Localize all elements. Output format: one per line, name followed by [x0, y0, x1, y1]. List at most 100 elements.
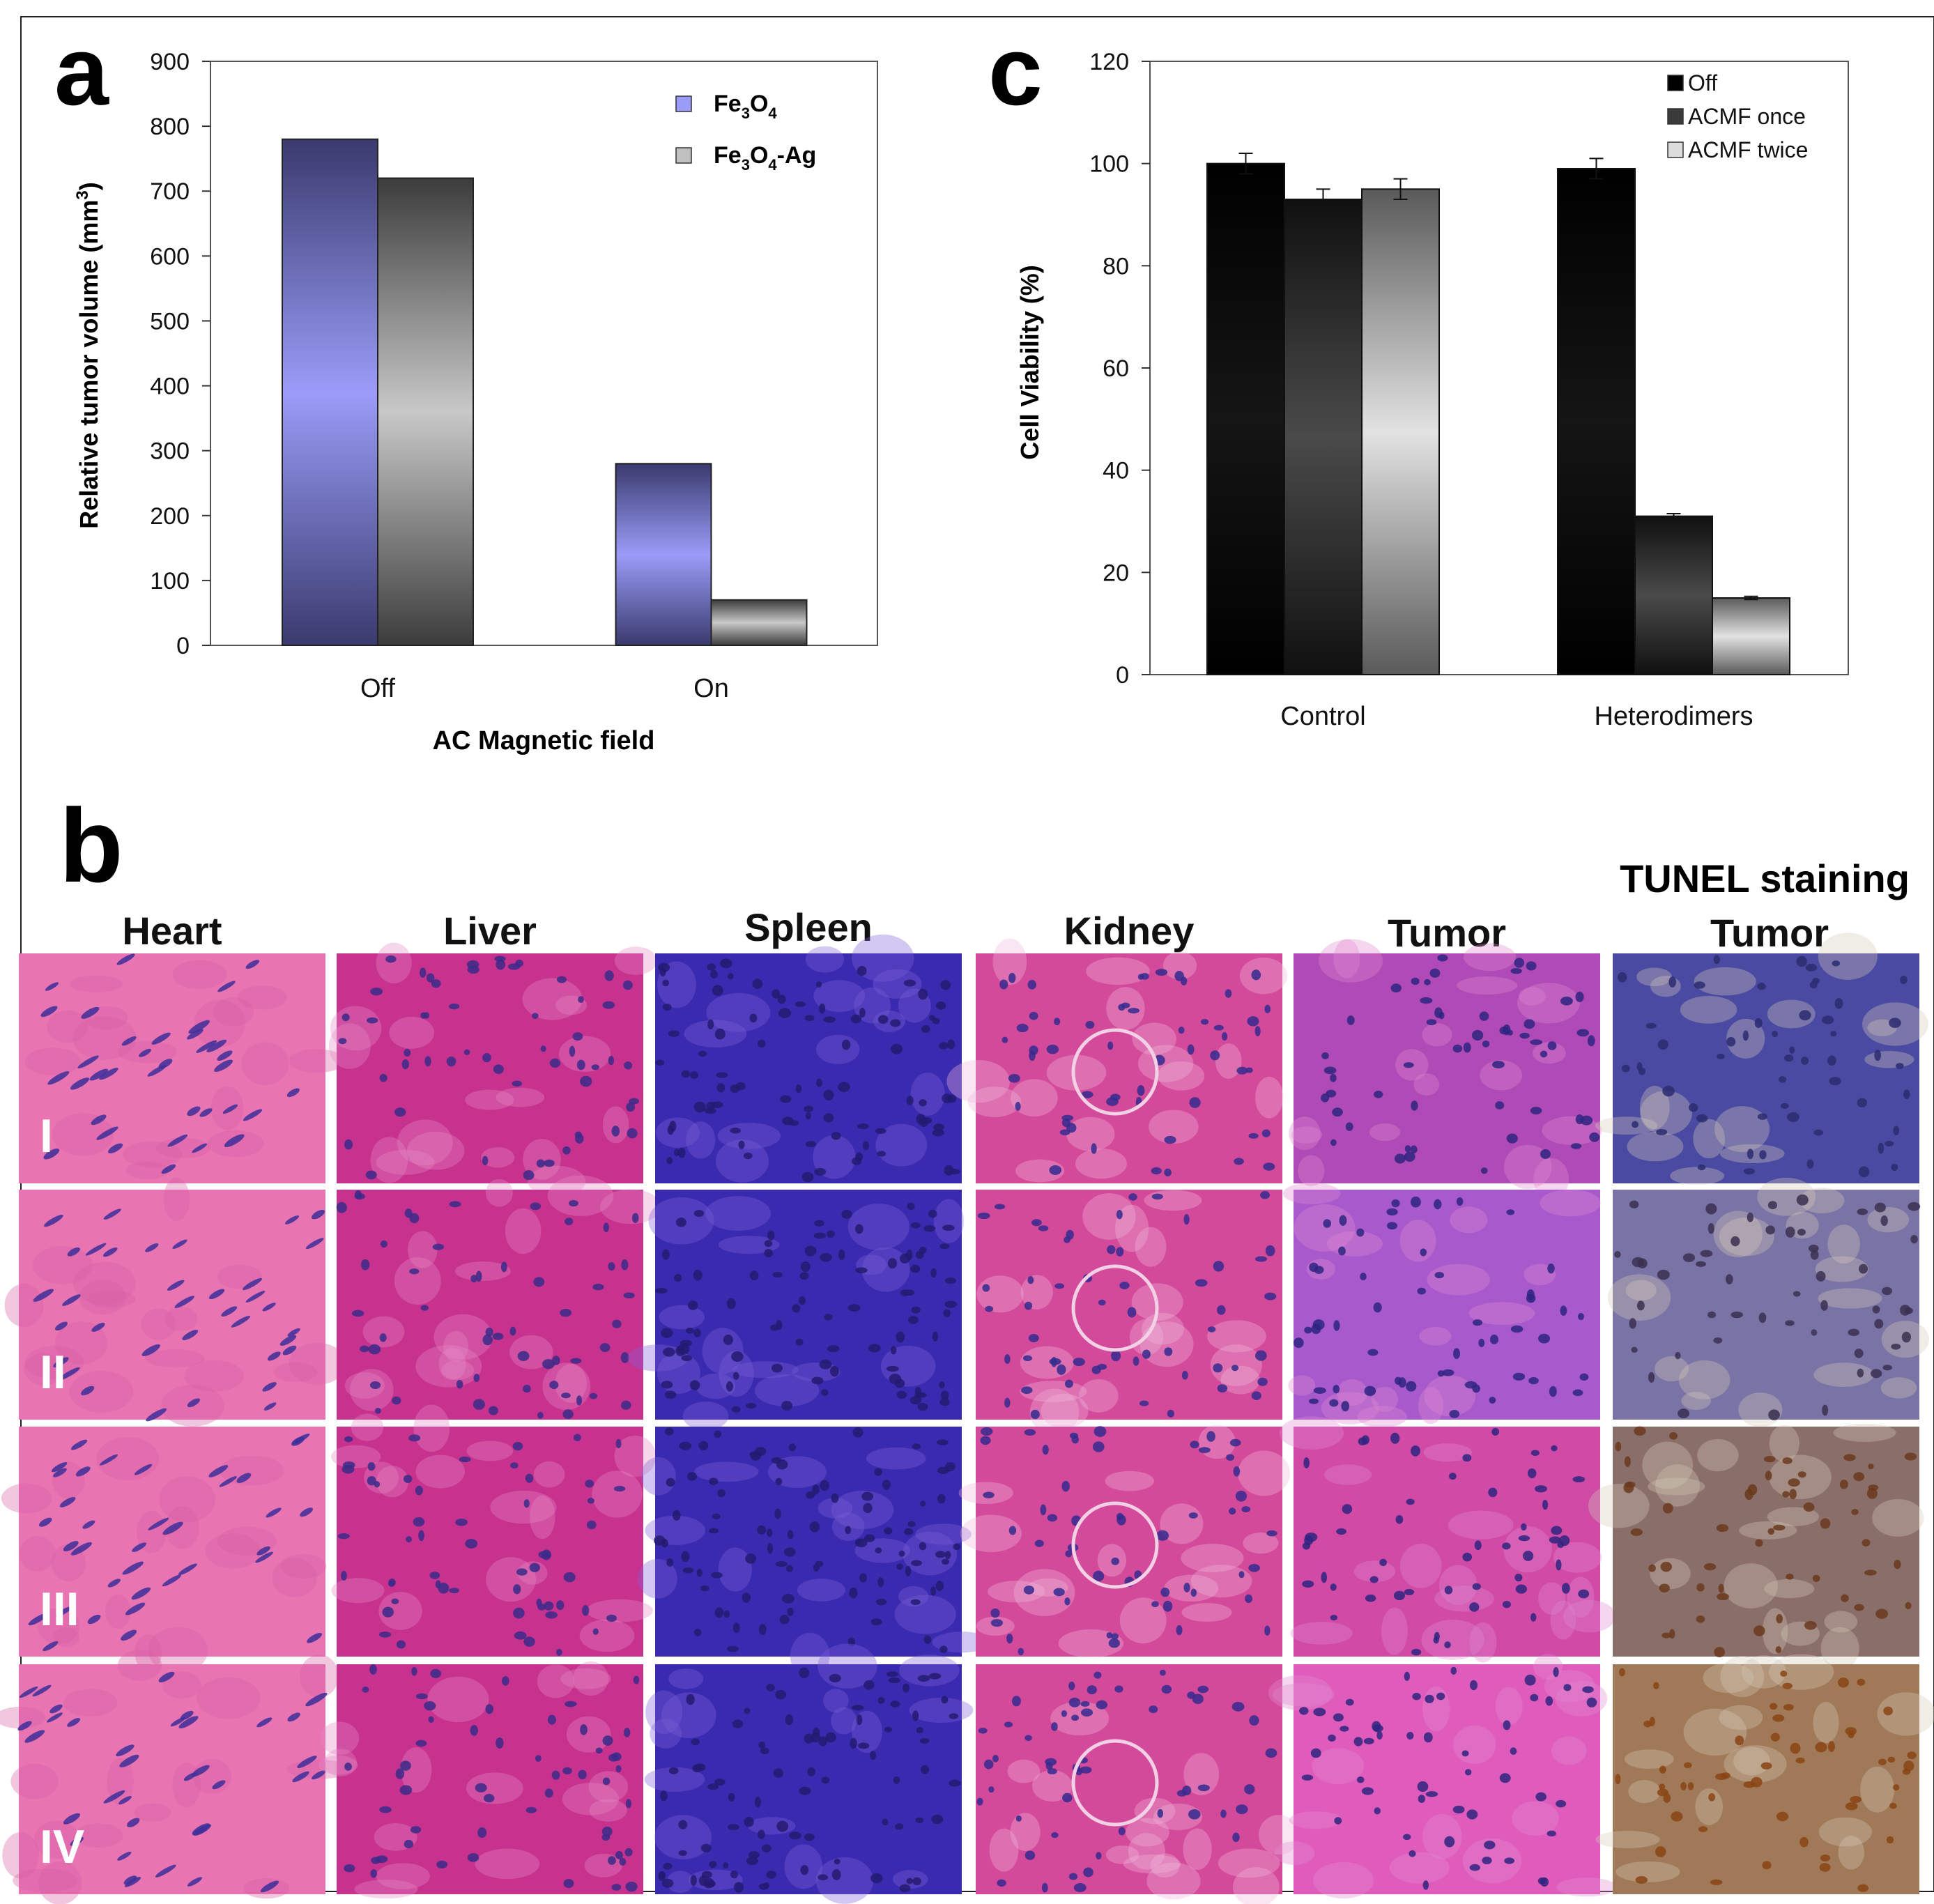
cell-nucleus: [709, 1477, 719, 1485]
cell-nucleus: [1188, 1809, 1201, 1820]
cell-nucleus: [1694, 981, 1705, 989]
cell-nucleus: [1795, 1757, 1805, 1764]
cell-nucleus: [555, 1648, 562, 1656]
cell-nucleus: [1782, 1457, 1793, 1464]
cell-nucleus: [1363, 1737, 1374, 1745]
tissue-patch: [1650, 976, 1681, 997]
cell-nucleus: [1024, 1429, 1036, 1436]
tissue-patch: [490, 1490, 557, 1524]
cell-nucleus: [732, 1622, 740, 1634]
cell-nucleus: [1449, 1473, 1457, 1480]
cell-nucleus: [1207, 1326, 1216, 1333]
cell-nucleus: [196, 1040, 217, 1053]
tissue-patch: [1105, 1845, 1139, 1864]
tissue-patch: [1128, 1833, 1165, 1870]
cell-nucleus: [875, 1598, 887, 1606]
cell-nucleus: [1453, 1348, 1460, 1360]
cell-nucleus: [1345, 1698, 1354, 1706]
cell-nucleus: [811, 1376, 824, 1385]
cell-nucleus: [1788, 1478, 1800, 1487]
cell-nucleus: [418, 1530, 424, 1542]
cell-nucleus: [1880, 1215, 1888, 1227]
cell-nucleus: [658, 1871, 666, 1879]
tissue-patch: [413, 1404, 450, 1452]
cell-nucleus: [1189, 1097, 1201, 1108]
cell-nucleus: [1635, 1876, 1648, 1884]
tissue-patch: [1135, 1227, 1167, 1267]
cell-nucleus: [893, 1776, 900, 1784]
cell-nucleus: [661, 1249, 670, 1260]
cell-nucleus: [1028, 1333, 1039, 1343]
cell-nucleus: [712, 985, 723, 996]
cell-nucleus: [939, 1243, 950, 1250]
cell-nucleus: [786, 1565, 793, 1572]
cell-nucleus: [1374, 1807, 1381, 1815]
cell-nucleus: [1461, 1750, 1469, 1757]
cell-nucleus: [116, 953, 135, 965]
cell-nucleus: [1576, 1029, 1590, 1037]
cell-nucleus: [1312, 1319, 1325, 1330]
cell-nucleus: [1187, 1044, 1195, 1055]
cell-nucleus: [1394, 1153, 1406, 1164]
cell-nucleus: [668, 1767, 679, 1774]
cell-nucleus: [587, 1498, 595, 1504]
tissue-patch: [415, 1344, 482, 1388]
cell-nucleus: [279, 1335, 297, 1346]
cell-nucleus: [1718, 1583, 1724, 1593]
tissue-patch: [1563, 1599, 1616, 1633]
cell-nucleus: [127, 1818, 140, 1827]
cell-nucleus: [710, 969, 718, 978]
cell-nucleus: [1874, 1050, 1881, 1061]
y-tick-label: 500: [150, 308, 190, 335]
cell-nucleus: [536, 1159, 545, 1168]
cell-nucleus: [1373, 1302, 1382, 1313]
tissue-patch: [573, 1661, 609, 1696]
cell-nucleus: [1200, 1018, 1209, 1025]
cell-nucleus: [267, 1351, 281, 1361]
cell-nucleus: [726, 1298, 736, 1310]
cell-nucleus: [1233, 1466, 1241, 1477]
cell-nucleus: [1649, 1717, 1655, 1726]
cell-nucleus: [1747, 1484, 1758, 1496]
cell-nucleus: [663, 1862, 673, 1870]
tissue-patch: [915, 1523, 972, 1545]
cell-nucleus: [831, 1132, 841, 1140]
tissue-patch: [586, 1599, 653, 1622]
tissue-patch: [486, 1557, 536, 1602]
cell-nucleus: [28, 1613, 48, 1626]
cell-nucleus: [654, 1535, 666, 1546]
cell-nucleus: [396, 1640, 406, 1649]
cell-nucleus: [406, 1536, 413, 1543]
tissue-patch: [1007, 1759, 1041, 1783]
cell-nucleus: [1128, 1008, 1139, 1014]
cell-nucleus: [385, 955, 397, 963]
cell-nucleus: [1499, 1773, 1511, 1783]
cell-nucleus: [564, 1700, 577, 1707]
cell-nucleus: [696, 1568, 703, 1577]
cell-nucleus: [801, 1172, 814, 1183]
tissue-patch: [1681, 1391, 1711, 1410]
bar: [1361, 188, 1440, 676]
cell-nucleus: [1229, 1507, 1236, 1515]
bar: [710, 599, 808, 646]
tissue-patch: [589, 1799, 627, 1822]
cell-nucleus: [890, 1700, 900, 1707]
cell-nucleus: [1680, 1782, 1687, 1790]
cell-nucleus: [700, 1585, 709, 1592]
cell-nucleus: [1878, 1758, 1887, 1765]
cell-nucleus: [1530, 1450, 1540, 1457]
cell-nucleus: [916, 1114, 926, 1125]
cell-nucleus: [513, 1607, 525, 1619]
cell-nucleus: [1510, 1747, 1517, 1756]
cell-nucleus: [1093, 1426, 1107, 1437]
tissue-patch: [63, 1689, 118, 1717]
cell-nucleus: [1107, 1041, 1114, 1050]
cell-nucleus: [1530, 1613, 1537, 1622]
cell-nucleus: [932, 1018, 940, 1024]
x-tick-label: Off: [360, 674, 395, 703]
cell-nucleus: [992, 1754, 999, 1763]
cell-nucleus: [369, 1381, 381, 1390]
cell-nucleus: [821, 1776, 830, 1784]
tissue-patch: [1238, 1450, 1291, 1496]
